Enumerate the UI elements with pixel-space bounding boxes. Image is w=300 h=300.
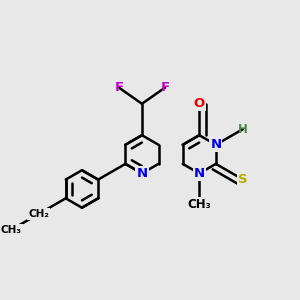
Text: O: O [194, 97, 205, 110]
Text: CH₃: CH₃ [188, 198, 211, 212]
Text: H: H [238, 122, 248, 136]
Text: N: N [136, 167, 148, 180]
Text: F: F [114, 81, 124, 94]
Text: N: N [194, 167, 205, 180]
Text: CH₂: CH₂ [28, 209, 49, 219]
Text: N: N [210, 138, 221, 151]
Text: F: F [160, 81, 169, 94]
Text: S: S [238, 173, 248, 186]
Text: CH₃: CH₃ [1, 225, 22, 235]
